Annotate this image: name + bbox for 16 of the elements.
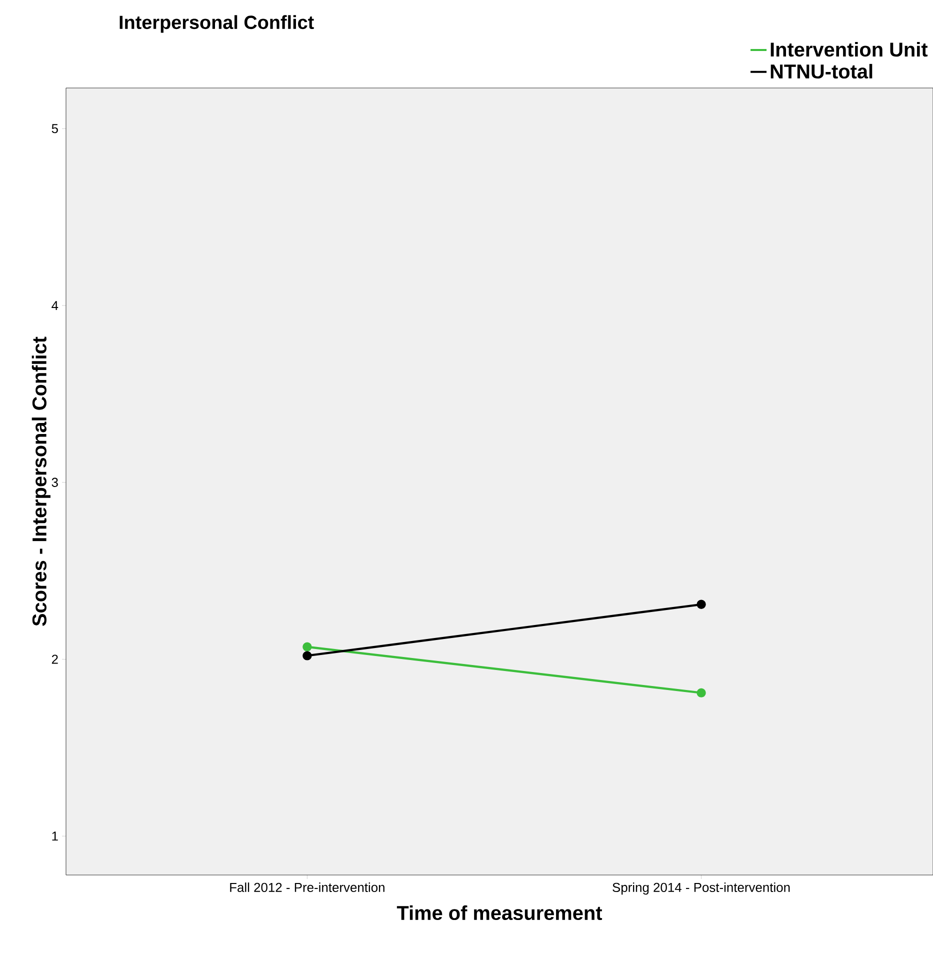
y-tick-label: 3 bbox=[52, 478, 58, 487]
legend-label: NTNU-total bbox=[770, 64, 872, 79]
x-tick-label: Fall 2012 - Pre-intervention bbox=[230, 882, 384, 892]
y-tick-label: 4 bbox=[52, 301, 58, 310]
point bbox=[302, 651, 312, 660]
chart-title: Interpersonal Conflict bbox=[120, 15, 314, 33]
point bbox=[696, 688, 706, 698]
y-tick-label: 2 bbox=[52, 654, 58, 664]
x-axis-title: Time of measurement bbox=[396, 905, 602, 920]
legend-label: Intervention Unit bbox=[770, 42, 928, 57]
x-tick-label: Spring 2014 - Post-intervention bbox=[612, 882, 790, 895]
point bbox=[696, 600, 706, 610]
point bbox=[302, 642, 312, 652]
y-axis-title: Scores - Interpersonal Conflict bbox=[32, 336, 50, 626]
y-tick-label: 1 bbox=[52, 832, 58, 841]
y-tick-label: 5 bbox=[52, 124, 58, 134]
